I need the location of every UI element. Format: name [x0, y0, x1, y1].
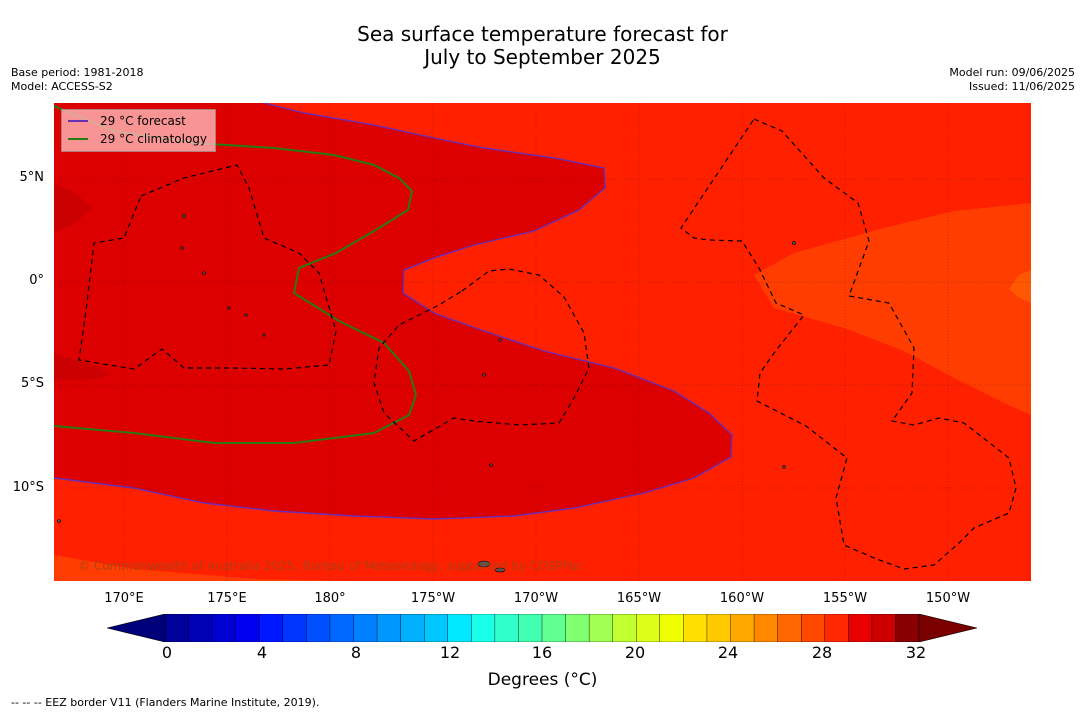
- meta-left: Base period: 1981-2018 Model: ACCESS-S2: [11, 66, 143, 94]
- model-name: Model: ACCESS-S2: [11, 80, 113, 93]
- colorbar-tick-4: 4: [256, 643, 268, 662]
- colorbar: [107, 614, 978, 642]
- colorbar-cell: [730, 614, 755, 642]
- lon-label-170w: 170°W: [513, 591, 559, 606]
- colorbar-tick-24: 24: [717, 643, 739, 662]
- colorbar-cell: [659, 614, 684, 642]
- colorbar-cell: [565, 614, 590, 642]
- eez-tokelau: [373, 268, 590, 442]
- colorbar-cell: [471, 614, 496, 642]
- colorbar-cell: [753, 614, 779, 642]
- lat-label-5n: 5°N: [19, 170, 45, 185]
- lon-label-150w: 150°W: [925, 591, 971, 606]
- colorbar-cell: [423, 614, 449, 642]
- chart-title-line2: July to September 2025: [424, 45, 661, 69]
- colorbar-cell: [777, 614, 802, 642]
- colorbar-cell: [282, 614, 307, 642]
- lon-label-175w: 175°W: [410, 591, 456, 606]
- legend-forecast-line: [68, 120, 88, 122]
- colorbar-tick-20: 20: [624, 643, 646, 662]
- colorbar-cell: [259, 614, 284, 642]
- sst-region-30b: [54, 353, 112, 381]
- lon-label-165w: 165°W: [616, 591, 662, 606]
- colorbar-cell: [306, 614, 331, 642]
- colorbar-label: Degrees (°C): [487, 670, 598, 690]
- map-legend: 29 °C forecast 29 °C climatology: [61, 109, 216, 152]
- colorbar-cell: [636, 614, 661, 642]
- colorbar-underflow: [107, 614, 166, 642]
- colorbar-cell: [400, 614, 425, 642]
- colorbar-cells: [107, 614, 978, 642]
- colorbar-tick-8: 8: [350, 643, 362, 662]
- colorbar-cell: [588, 614, 614, 642]
- climatology-29-contour: [54, 105, 418, 444]
- base-period: Base period: 1981-2018: [11, 66, 144, 79]
- colorbar-cell: [376, 614, 402, 642]
- legend-climatology-line: [68, 138, 88, 140]
- colorbar-cell: [800, 614, 826, 642]
- sst-region-26: [1009, 270, 1031, 303]
- lon-label-155w: 155°W: [822, 591, 868, 606]
- legend-climatology: 29 °C climatology: [68, 131, 207, 147]
- colorbar-cell: [235, 614, 260, 642]
- colorbar-cell: [447, 614, 472, 642]
- colorbar-tick-28: 28: [811, 643, 833, 662]
- colorbar-cell: [188, 614, 213, 642]
- chart-title-line1: Sea surface temperature forecast for: [357, 22, 728, 46]
- colorbar-cell: [824, 614, 849, 642]
- eez-tuvalu: [78, 164, 337, 370]
- colorbar-cell: [706, 614, 731, 642]
- sst-region-27-south: [54, 555, 354, 581]
- lon-label-175e: 175°E: [207, 591, 247, 606]
- lon-label-180: 180°: [314, 591, 346, 606]
- colorbar-tick-32: 32: [905, 643, 927, 662]
- island-dots: [57, 214, 796, 573]
- colorbar-cell: [164, 614, 190, 642]
- legend-forecast: 29 °C forecast: [68, 113, 186, 129]
- sst-region-30: [54, 183, 92, 233]
- sst-map: [54, 103, 1031, 581]
- colorbar-cell: [494, 614, 519, 642]
- colorbar-cell: [329, 614, 354, 642]
- colorbar-cell: [541, 614, 567, 642]
- colorbar-tick-16: 16: [531, 643, 553, 662]
- copyright-notice: © Commonwealth of Australia 2025, Bureau…: [78, 559, 584, 573]
- colorbar-tick-0: 0: [161, 643, 173, 662]
- legend-climatology-label: 29 °C climatology: [100, 132, 208, 146]
- colorbar-cell: [848, 614, 873, 642]
- colorbar-tick-12: 12: [439, 643, 461, 662]
- lat-label-5s: 5°S: [20, 376, 44, 391]
- colorbar-cell: [683, 614, 708, 642]
- eez-footnote: -- -- -- EEZ border V11 (Flanders Marine…: [11, 696, 320, 709]
- lat-label-eq: 0°: [29, 273, 44, 288]
- colorbar-cell: [518, 614, 543, 642]
- model-run: Model run: 09/06/2025: [949, 66, 1075, 79]
- meta-right: Model run: 09/06/2025 Issued: 11/06/2025: [949, 66, 1075, 94]
- legend-forecast-label: 29 °C forecast: [100, 114, 186, 128]
- eez-borders: [78, 118, 1017, 570]
- forecast-29-contour: [54, 103, 733, 520]
- colorbar-cell: [353, 614, 378, 642]
- lon-label-160w: 160°W: [719, 591, 765, 606]
- colorbar-cell: [895, 614, 920, 642]
- lat-label-10s: 10°S: [12, 480, 44, 495]
- gridlines: [54, 103, 1031, 581]
- sst-region-29: [54, 103, 732, 519]
- colorbar-cell: [612, 614, 637, 642]
- colorbar-overflow: [918, 614, 978, 642]
- colorbar-cell: [871, 614, 896, 642]
- lon-label-170e: 170°E: [104, 591, 144, 606]
- eez-line-islands: [680, 118, 1017, 570]
- issued-date: Issued: 11/06/2025: [968, 80, 1075, 93]
- colorbar-cell: [211, 614, 237, 642]
